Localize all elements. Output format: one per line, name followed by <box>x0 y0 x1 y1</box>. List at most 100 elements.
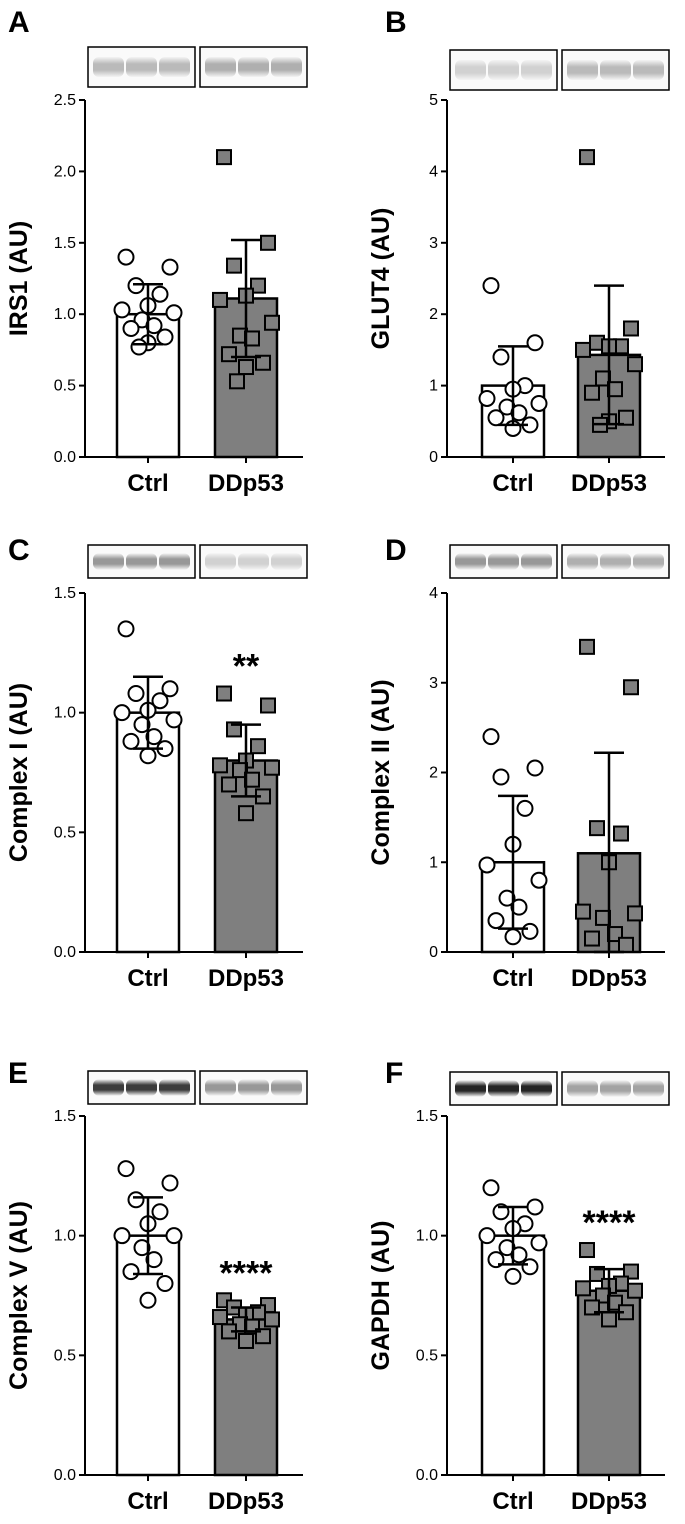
data-point <box>618 409 634 426</box>
data-point <box>226 257 242 274</box>
error-bar-ctrl <box>133 675 163 750</box>
blot-band <box>159 1079 190 1096</box>
blot-band <box>271 553 302 570</box>
y-tick-label: 0 <box>429 449 438 466</box>
data-point <box>122 319 140 337</box>
blot-ddp53 <box>561 49 670 91</box>
data-point <box>579 638 595 655</box>
blot-band <box>205 1079 236 1096</box>
data-point <box>492 768 510 786</box>
y-tick-label: 1.0 <box>54 705 76 722</box>
blot-band <box>93 553 124 570</box>
y-tick-label: 0.5 <box>54 824 76 841</box>
blot-ctrl <box>87 1070 196 1105</box>
x-tick-label-ddp53: DDp53 <box>571 1488 647 1515</box>
blot-band <box>600 60 631 80</box>
data-point <box>113 704 131 722</box>
data-point <box>127 1191 145 1209</box>
blot-band <box>488 553 519 570</box>
y-axis-title: GAPDH (AU) <box>367 1221 395 1371</box>
y-tick-label: 1.0 <box>416 1228 438 1245</box>
y-tick-label: 1 <box>429 854 438 871</box>
x-tick-label-ctrl: Ctrl <box>127 1488 168 1515</box>
data-point <box>151 1203 169 1221</box>
significance-marker: **** <box>583 1204 637 1242</box>
data-point <box>212 757 228 774</box>
y-tick-label: 2.0 <box>54 163 76 180</box>
blot-band <box>126 553 157 570</box>
y-tick-label: 3 <box>429 235 438 252</box>
data-point <box>127 277 145 295</box>
blot-band <box>521 1080 552 1097</box>
x-tick-label-ddp53: DDp53 <box>208 470 284 497</box>
data-point <box>627 905 643 922</box>
y-tick-label: 1 <box>429 378 438 395</box>
error-bar-ctrl <box>133 282 163 346</box>
panel-f: F 0.0 0.5 1.0 1.5 Ctrl DDp53 GAPDH (AU) **** <box>367 1057 670 1515</box>
data-point <box>504 928 522 946</box>
data-point <box>113 1227 131 1245</box>
data-point <box>526 759 544 777</box>
panel-letter: E <box>8 1057 28 1090</box>
y-axis-title: IRS1 (AU) <box>5 221 33 336</box>
data-point <box>526 1198 544 1216</box>
blot-band <box>159 57 190 77</box>
data-point <box>482 277 500 295</box>
blot-band <box>238 1079 269 1096</box>
y-axis-title: Complex V (AU) <box>5 1201 33 1390</box>
data-point <box>145 1251 163 1269</box>
blot-band <box>521 60 552 80</box>
data-point <box>613 825 629 842</box>
data-point <box>530 871 548 889</box>
data-point <box>478 856 496 874</box>
blot-band <box>271 57 302 77</box>
data-point <box>478 389 496 407</box>
data-point <box>139 747 157 765</box>
panel-e: E 0.0 0.5 1.0 1.5 Ctrl DDp53 Complex V (AU) **** <box>5 1057 308 1515</box>
blot-band <box>238 553 269 570</box>
data-point <box>226 721 242 738</box>
data-point <box>255 354 271 371</box>
y-tick-label: 0.0 <box>416 1467 438 1484</box>
points-ctrl <box>113 1160 183 1309</box>
data-point <box>250 738 266 755</box>
y-tick-label: 0 <box>429 944 438 961</box>
y-tick-label: 5 <box>429 92 438 109</box>
y-tick-label: 1.5 <box>54 585 76 602</box>
data-point <box>498 889 516 907</box>
data-point <box>623 1263 639 1280</box>
data-point <box>165 1227 183 1245</box>
y-tick-label: 0.5 <box>416 1347 438 1364</box>
data-point <box>584 930 600 947</box>
blot-band <box>455 1080 486 1097</box>
blot-band <box>455 553 486 570</box>
data-point <box>212 291 228 308</box>
data-point <box>238 359 254 376</box>
data-point <box>575 341 591 358</box>
data-point <box>264 314 280 331</box>
panel-d: D 0 1 2 3 4 Ctrl DDp53 Complex II (AU) <box>367 534 670 992</box>
data-point <box>156 1275 174 1293</box>
blot-band <box>600 553 631 570</box>
blot-ctrl <box>87 544 196 579</box>
panel-letter: B <box>385 6 407 39</box>
points-ctrl <box>113 620 183 765</box>
y-axis-title: GLUT4 (AU) <box>367 208 395 350</box>
y-tick-label: 1.5 <box>416 1108 438 1125</box>
data-point <box>133 716 151 734</box>
data-point <box>161 1174 179 1192</box>
data-point <box>487 912 505 930</box>
data-point <box>510 404 528 422</box>
y-tick-label: 2.5 <box>54 92 76 109</box>
data-point <box>579 1242 595 1259</box>
data-point <box>216 149 232 166</box>
data-point <box>530 394 548 412</box>
y-axis-title: Complex I (AU) <box>5 683 33 862</box>
blot-band <box>238 57 269 77</box>
y-tick-label: 1.0 <box>54 1228 76 1245</box>
data-point <box>151 285 169 303</box>
blot-band <box>521 553 552 570</box>
blot-band <box>205 553 236 570</box>
y-tick-label: 1.5 <box>54 1108 76 1125</box>
